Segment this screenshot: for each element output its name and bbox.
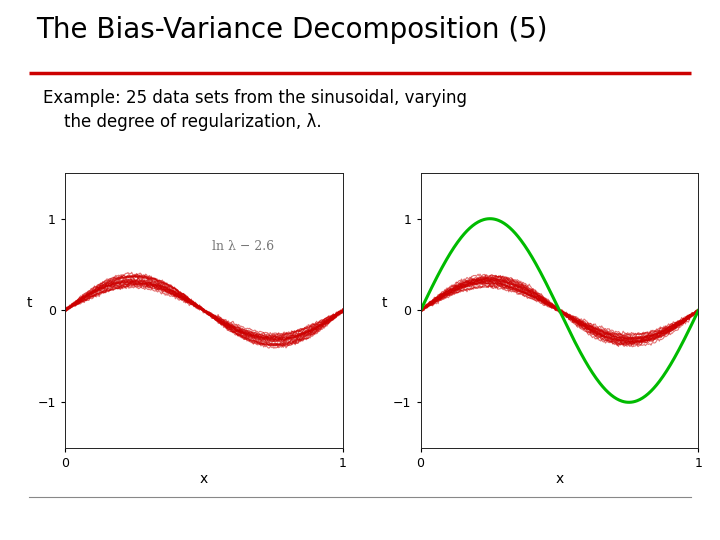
Y-axis label: t: t: [382, 296, 387, 310]
X-axis label: x: x: [555, 471, 564, 485]
X-axis label: x: x: [199, 471, 208, 485]
Text: The Bias-Variance Decomposition (5): The Bias-Variance Decomposition (5): [36, 16, 547, 44]
Text: ln λ − 2.6: ln λ − 2.6: [212, 240, 274, 253]
Text: the degree of regularization, λ.: the degree of regularization, λ.: [43, 113, 322, 131]
Y-axis label: t: t: [27, 296, 32, 310]
Text: Example: 25 data sets from the sinusoidal, varying: Example: 25 data sets from the sinusoida…: [43, 89, 467, 107]
